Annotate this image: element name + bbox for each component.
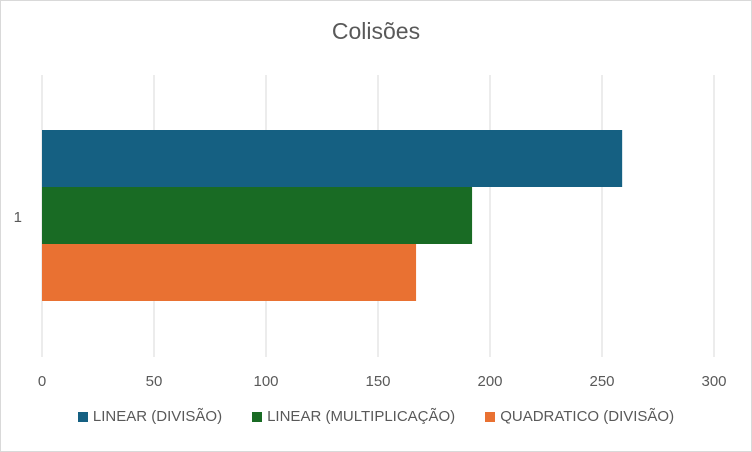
x-tick-label-150: 150	[365, 373, 390, 390]
legend: LINEAR (DIVISÃO) LINEAR (MULTIPLICAÇÃO) QU…	[0, 408, 752, 425]
x-tick-label-300: 300	[701, 373, 726, 390]
x-tick-label-250: 250	[589, 373, 614, 390]
legend-swatch-2	[252, 411, 263, 422]
legend-label-1: LINEAR (DIVISÃO)	[92, 408, 223, 425]
bar-series-3	[42, 244, 417, 301]
bar-series-1	[42, 130, 623, 187]
legend-item-3: QUADRATICO (DIVISÃO)	[485, 408, 674, 425]
y-category-label: 1	[14, 209, 22, 226]
legend-item-1: LINEAR (DIVISÃO)	[77, 408, 223, 425]
x-tick-label-100: 100	[253, 373, 278, 390]
legend-label-3: QUADRATICO (DIVISÃO)	[500, 408, 675, 425]
x-tick-label-50: 50	[146, 373, 163, 390]
chart-title: Colisões	[331, 18, 421, 44]
bar-series-2	[42, 187, 473, 244]
legend-label-2: LINEAR (MULTIPLICAÇÃO)	[267, 408, 456, 425]
x-tick-label-0: 0	[38, 373, 46, 390]
legend-item-2: LINEAR (MULTIPLICAÇÃO)	[252, 408, 455, 425]
legend-swatch-1	[77, 411, 88, 422]
legend-swatch-3	[485, 411, 496, 422]
x-tick-label-200: 200	[477, 373, 502, 390]
